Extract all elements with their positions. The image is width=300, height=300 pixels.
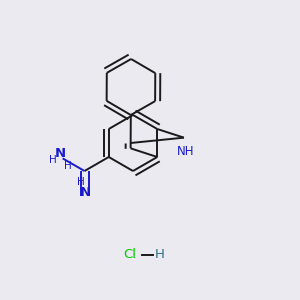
Text: N: N bbox=[80, 186, 91, 199]
Text: H: H bbox=[155, 248, 165, 262]
Text: H: H bbox=[64, 161, 72, 171]
Text: H: H bbox=[76, 177, 84, 187]
Text: N: N bbox=[55, 147, 66, 160]
Text: H: H bbox=[49, 155, 57, 165]
Text: NH: NH bbox=[177, 145, 195, 158]
Text: Cl: Cl bbox=[124, 248, 136, 262]
